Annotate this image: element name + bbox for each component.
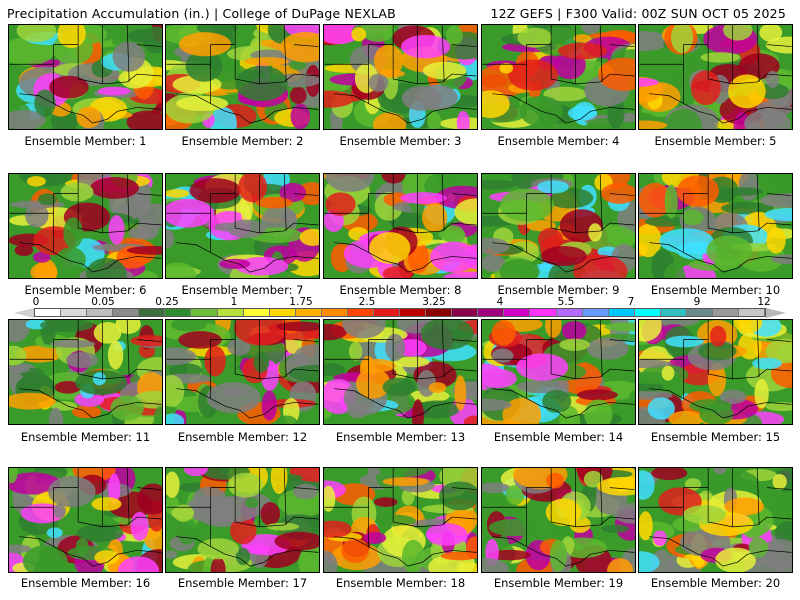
ensemble-member-label: Ensemble Member: 3 [339, 134, 462, 148]
colorbar-swatch [243, 309, 270, 316]
run-valid-time: 12Z GEFS | F300 Valid: 00Z SUN OCT 05 20… [490, 6, 786, 21]
ensemble-member-map [481, 467, 636, 573]
colorbar-tick-label: 0.05 [91, 296, 115, 308]
ensemble-member-label: Ensemble Member: 8 [339, 283, 462, 297]
colorbar-tick-label: 1.75 [289, 296, 313, 308]
ensemble-member-map [638, 173, 793, 279]
colorbar-swatch [217, 309, 244, 316]
colorbar-tick-label: 1 [230, 296, 238, 308]
ensemble-member-label: Ensemble Member: 11 [20, 430, 151, 444]
ensemble-member-map [638, 24, 793, 130]
ensemble-member-label: Ensemble Member: 19 [493, 576, 624, 590]
ensemble-member-label: Ensemble Member: 20 [650, 576, 781, 590]
ensemble-member-label: Ensemble Member: 16 [20, 576, 151, 590]
colorbar-swatch [295, 309, 322, 316]
ensemble-member-label: Ensemble Member: 15 [650, 430, 781, 444]
colorbar-swatch [478, 309, 505, 316]
colorbar-swatch [452, 309, 479, 316]
ensemble-member-label: Ensemble Member: 13 [335, 430, 466, 444]
colorbar-min-arrow [14, 308, 34, 318]
colorbar-swatch [739, 309, 766, 316]
colorbar-swatch [321, 309, 348, 316]
colorbar-swatch [713, 309, 740, 316]
colorbar-swatch [87, 309, 114, 316]
colorbar-swatch [347, 309, 375, 316]
colorbar-swatch [374, 309, 401, 316]
ensemble-member-map [481, 173, 636, 279]
ensemble-member-label: Ensemble Member: 2 [181, 134, 304, 148]
ensemble-member-label: Ensemble Member: 14 [493, 430, 624, 444]
ensemble-member-label: Ensemble Member: 12 [177, 430, 308, 444]
ensemble-member-map [8, 24, 163, 130]
colorbar-swatch [608, 309, 635, 316]
colorbar-swatch [61, 309, 88, 316]
ensemble-member-map [323, 467, 478, 573]
colorbar-swatch [139, 309, 166, 316]
ensemble-member-label: Ensemble Member: 5 [654, 134, 777, 148]
colorbar-tick-label: 5.5 [557, 296, 575, 308]
ensemble-member-map [323, 319, 478, 425]
colorbar-swatch [504, 309, 531, 316]
ensemble-member-map [165, 24, 320, 130]
ensemble-member-map [8, 173, 163, 279]
ensemble-member-map [323, 173, 478, 279]
colorbar-swatch [35, 309, 62, 316]
ensemble-member-map [638, 467, 793, 573]
colorbar-tick-label: 2.5 [358, 296, 376, 308]
ensemble-member-map [481, 24, 636, 130]
map-title: Precipitation Accumulation (in.) | Colle… [7, 6, 396, 21]
colorbar-tick-label: 12 [757, 296, 771, 308]
colorbar-swatch [191, 309, 218, 316]
ensemble-member-map [323, 24, 478, 130]
ensemble-member-map [8, 467, 163, 573]
colorbar-swatch [426, 309, 453, 316]
colorbar-swatch [113, 309, 140, 316]
colorbar-swatch [634, 309, 661, 316]
ensemble-member-map [165, 319, 320, 425]
ensemble-member-label: Ensemble Member: 18 [335, 576, 466, 590]
colorbar-swatch [686, 309, 714, 316]
ensemble-member-map [481, 319, 636, 425]
ensemble-member-map [165, 467, 320, 573]
colorbar-swatch [530, 309, 557, 316]
ensemble-member-label: Ensemble Member: 1 [24, 134, 147, 148]
colorbar-swatch [269, 309, 296, 316]
ensemble-member-label: Ensemble Member: 7 [181, 283, 304, 297]
colorbar-swatch [582, 309, 609, 316]
colorbar-tick-label: 9 [693, 296, 701, 308]
colorbar-swatch [165, 309, 192, 316]
colorbar-tick-label: 4 [496, 296, 504, 308]
ensemble-member-label: Ensemble Member: 10 [650, 283, 781, 297]
ensemble-member-map [638, 319, 793, 425]
ensemble-member-label: Ensemble Member: 4 [497, 134, 620, 148]
colorbar-tick-label: 7 [627, 296, 635, 308]
ensemble-member-label: Ensemble Member: 6 [24, 283, 147, 297]
ensemble-member-map [165, 173, 320, 279]
colorbar-max-arrow [766, 308, 786, 318]
colorbar-swatch [660, 309, 687, 316]
ensemble-member-label: Ensemble Member: 17 [177, 576, 308, 590]
ensemble-member-map [8, 319, 163, 425]
colorbar-tick-label: 3.25 [422, 296, 446, 308]
precip-colorbar [34, 308, 766, 317]
colorbar-swatch [556, 309, 583, 316]
ensemble-member-label: Ensemble Member: 9 [497, 283, 620, 297]
colorbar-swatch [400, 309, 427, 316]
colorbar-tick-label: 0.25 [155, 296, 179, 308]
colorbar-tick-label: 0 [32, 296, 40, 308]
